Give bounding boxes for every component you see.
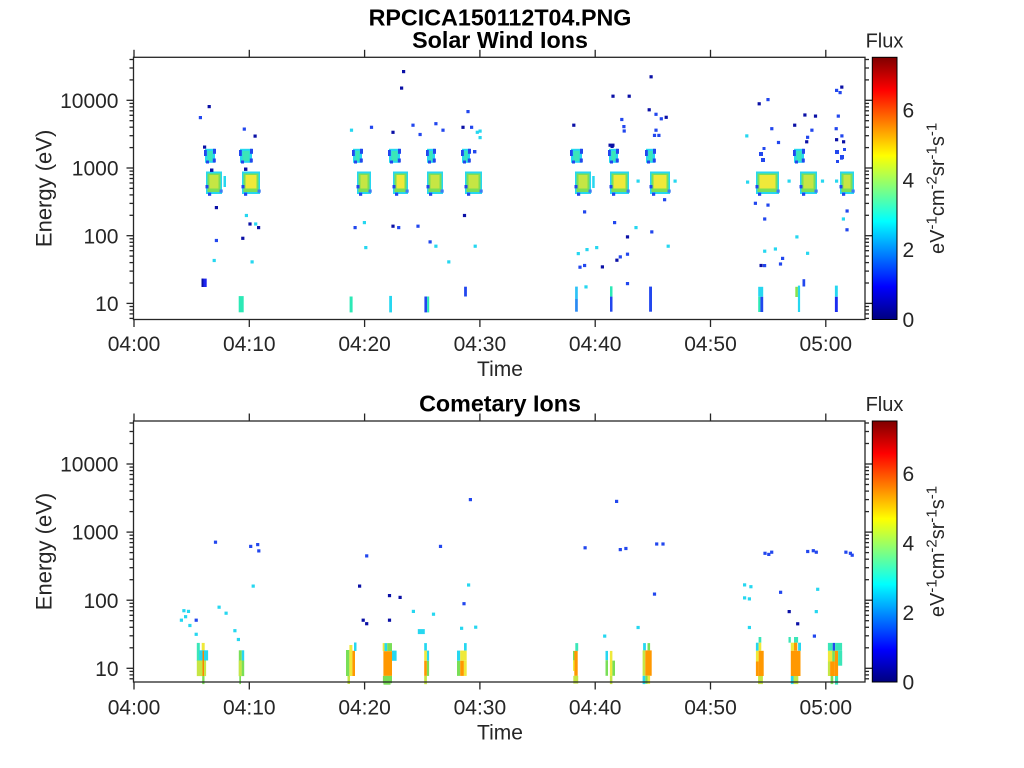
svg-text:04:20: 04:20: [338, 333, 391, 356]
svg-text:1000: 1000: [72, 522, 119, 545]
svg-text:0: 0: [903, 309, 915, 332]
svg-text:04:10: 04:10: [223, 333, 276, 356]
svg-text:10: 10: [95, 658, 118, 681]
svg-text:100: 100: [83, 225, 118, 248]
svg-text:Cometary Ions: Cometary Ions: [419, 390, 581, 416]
svg-text:05:00: 05:00: [800, 333, 853, 356]
svg-text:1000: 1000: [72, 158, 119, 181]
svg-text:0: 0: [903, 672, 915, 695]
svg-text:04:10: 04:10: [223, 697, 276, 720]
svg-text:eV-1cm-2sr-1s-1: eV-1cm-2sr-1s-1: [924, 486, 950, 617]
svg-text:Flux: Flux: [866, 394, 904, 416]
svg-text:Energy (eV): Energy (eV): [32, 493, 57, 610]
svg-text:04:00: 04:00: [108, 697, 161, 720]
svg-text:10: 10: [95, 293, 118, 316]
svg-text:04:40: 04:40: [569, 697, 622, 720]
svg-text:04:00: 04:00: [108, 333, 161, 356]
svg-text:04:50: 04:50: [684, 697, 737, 720]
svg-text:Time: Time: [477, 358, 523, 381]
svg-text:4: 4: [903, 169, 915, 192]
svg-text:04:30: 04:30: [454, 333, 507, 356]
svg-text:10000: 10000: [60, 90, 118, 113]
svg-text:05:00: 05:00: [800, 697, 853, 720]
svg-text:Solar Wind Ions: Solar Wind Ions: [412, 27, 588, 53]
svg-text:2: 2: [903, 239, 915, 262]
svg-text:4: 4: [903, 532, 915, 555]
svg-text:04:20: 04:20: [338, 697, 391, 720]
svg-text:6: 6: [903, 99, 915, 122]
svg-text:Flux: Flux: [866, 31, 904, 53]
svg-text:6: 6: [903, 463, 915, 486]
svg-text:2: 2: [903, 602, 915, 625]
svg-text:Time: Time: [477, 722, 523, 745]
svg-text:Energy (eV): Energy (eV): [32, 130, 57, 247]
svg-text:RPCICA150112T04.PNG: RPCICA150112T04.PNG: [369, 5, 632, 31]
svg-text:04:30: 04:30: [454, 697, 507, 720]
svg-text:04:50: 04:50: [684, 333, 737, 356]
svg-text:100: 100: [83, 590, 118, 613]
svg-text:04:40: 04:40: [569, 333, 622, 356]
svg-text:10000: 10000: [60, 454, 118, 477]
